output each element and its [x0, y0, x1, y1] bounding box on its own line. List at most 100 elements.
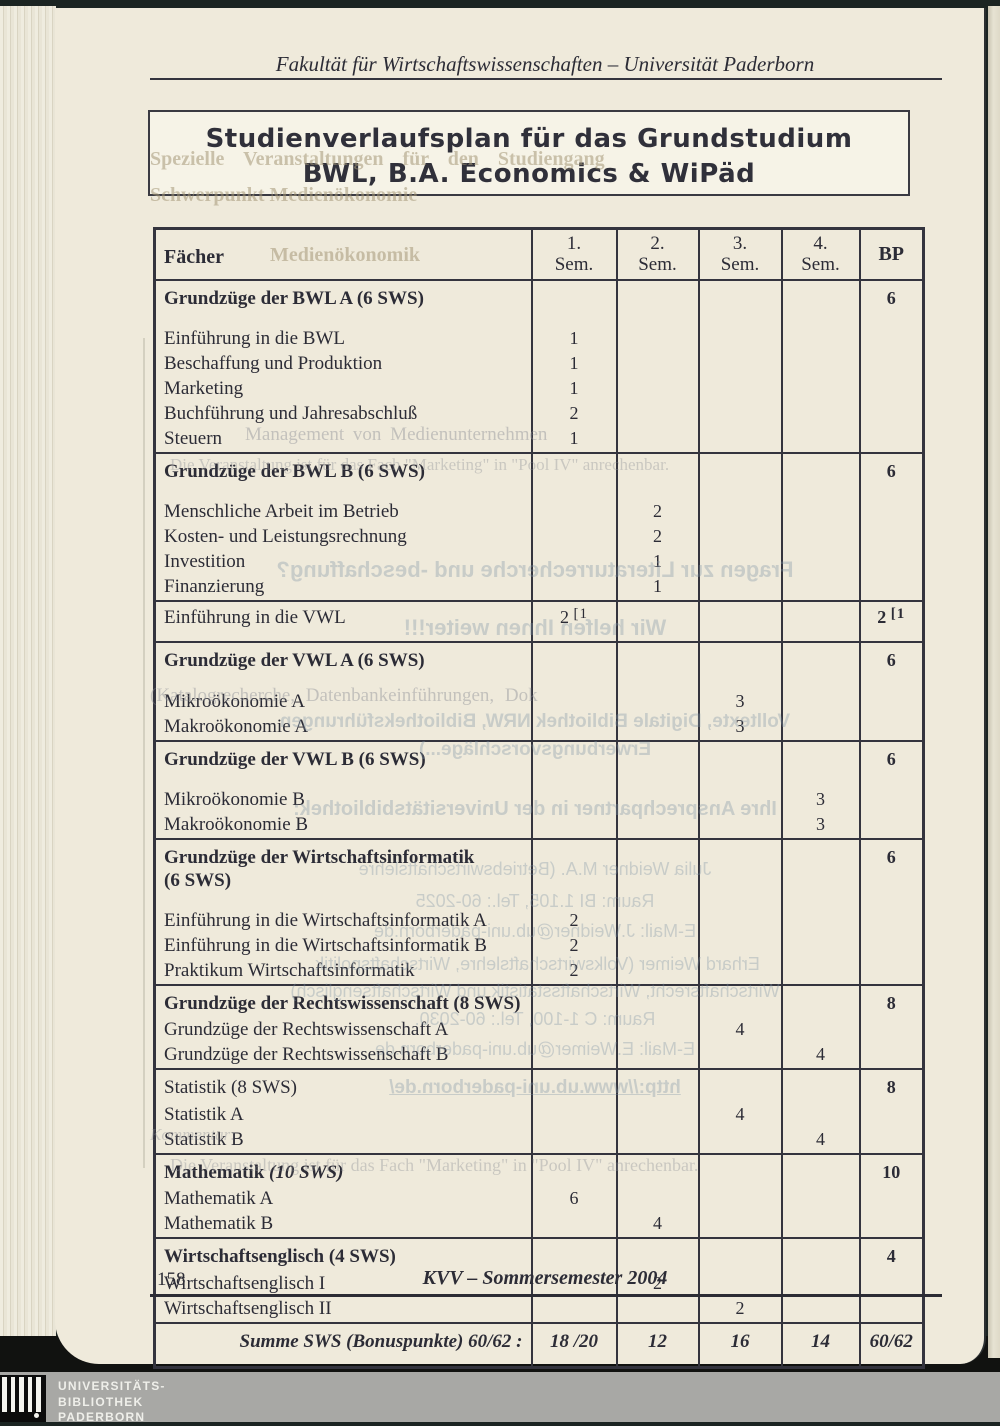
sem-cell	[530, 1212, 617, 1239]
bleedthrough-line	[143, 338, 145, 1168]
sem-cell	[615, 714, 699, 741]
table-row: Grundzüge der Rechtswissenschaft A 4	[153, 1018, 924, 1044]
sem-cell	[780, 933, 860, 959]
course-label: Einführung in die Wirtschaftsinformatik …	[153, 908, 532, 934]
sem-cell	[530, 641, 617, 690]
course-label: Kosten- und Leistungsrechnung	[153, 525, 532, 551]
section-label: Wirtschaftsenglisch (4 SWS)	[153, 1237, 532, 1272]
table-row: Statistik A 4	[153, 1102, 924, 1128]
page: Fakultät für Wirtschaftswissenschaften –…	[55, 8, 986, 1369]
course-label: Mikroökonomie B	[153, 788, 532, 814]
bp-cell: 8	[858, 983, 924, 1019]
sem-cell	[615, 1018, 699, 1044]
sem-cell	[530, 983, 617, 1019]
col-header-sem4: 4. Sem.	[780, 228, 860, 281]
table-row: Mikroökonomie B 3	[153, 788, 924, 814]
bp-cell	[858, 326, 924, 352]
sem-cell	[697, 1271, 782, 1297]
sem-cell	[780, 1068, 860, 1103]
sem-cell	[530, 1102, 617, 1128]
col-header-sem1: 1. Sem.	[530, 228, 617, 281]
title-line-2: BWL, B.A. Economics & WiPäd	[302, 159, 756, 190]
bp-cell: 8	[858, 1068, 924, 1103]
sem-cell	[615, 376, 699, 402]
sem-cell	[697, 1043, 782, 1070]
sem-cell: 3	[697, 689, 782, 715]
sem-cell	[615, 813, 699, 840]
bp-cell	[858, 813, 924, 840]
table-row: Kosten- und Leistungsrechnung 2	[153, 525, 924, 551]
sem-cell	[780, 326, 860, 352]
sem-cell	[615, 908, 699, 934]
sem-cell	[697, 1212, 782, 1239]
sem-cell: 4	[697, 1102, 782, 1128]
sem-cell: 2	[615, 1271, 699, 1297]
sem-cell	[697, 376, 782, 402]
sem-cell	[697, 451, 782, 501]
course-label: Beschaffung und Produktion	[153, 351, 532, 377]
sem-cell: 4	[615, 1212, 699, 1239]
sem-cell: 2	[530, 958, 617, 985]
table-row: Summe SWS (Bonuspunkte) 60/62 :18 /20 12 1…	[153, 1321, 924, 1368]
table-row: Grundzüge der Rechtswissenschaft B 4	[153, 1043, 924, 1070]
sem-cell: 3	[697, 714, 782, 741]
course-label: Buchführung und Jahresabschluß	[153, 401, 532, 427]
course-label: Marketing	[153, 376, 532, 402]
sem-cell	[615, 788, 699, 814]
sem-cell	[780, 451, 860, 501]
sem-cell	[697, 401, 782, 427]
logo-line-2: BIBLIOTHEK	[58, 1394, 144, 1409]
sem-cell	[697, 983, 782, 1019]
study-plan-table: Fächer 1. Sem. 2. Sem. 3. Sem. 4. Sem. B	[153, 227, 925, 1369]
sem-cell	[530, 1152, 617, 1188]
sem-cell	[530, 1018, 617, 1044]
table-header-row: Fächer 1. Sem. 2. Sem. 3. Sem. 4. Sem. B	[153, 228, 924, 281]
bp-cell	[858, 1018, 924, 1044]
sem-cell	[697, 739, 782, 789]
table-row: Einführung in die Wirtschaftsinformatik …	[153, 933, 924, 959]
bp-cell	[858, 1102, 924, 1128]
sem-cell	[780, 1152, 860, 1188]
sem-cell: 12	[615, 1321, 699, 1368]
course-label: Grundzüge der Rechtswissenschaft B	[153, 1043, 532, 1070]
sem-cell	[780, 600, 860, 644]
sem-cell	[530, 788, 617, 814]
col-header-faecher: Fächer	[153, 228, 532, 281]
sem-cell: 1	[530, 376, 617, 402]
table-row: Einführung in die VWL 2 [1 2 [1	[153, 600, 924, 644]
sem-cell: 2	[615, 525, 699, 551]
course-label: Wirtschaftsenglisch II	[153, 1296, 532, 1323]
bp-cell: 6	[858, 739, 924, 789]
summary-label: Summe SWS (Bonuspunkte) 60/62 :	[153, 1321, 532, 1368]
course-label: Makroökonomie A	[153, 714, 532, 741]
sem-cell	[530, 838, 617, 909]
sem-cell	[780, 1296, 860, 1323]
table-row: Grundzüge der Wirtschaftsinformatik (6 SW…	[153, 838, 924, 909]
sem-cell	[697, 500, 782, 526]
course-label: Steuern	[153, 426, 532, 453]
section-label: Mathematik (10 SWS)	[153, 1152, 532, 1188]
single-label: Einführung in die VWL	[153, 600, 532, 644]
sem-cell: 2 [1	[530, 600, 617, 644]
sem-cell	[697, 278, 782, 327]
sem-cell	[615, 1068, 699, 1103]
col-header-bp: BP	[858, 228, 924, 281]
bp-cell: 6	[858, 838, 924, 909]
sem-cell	[697, 1237, 782, 1272]
title-box: Studienverlaufsplan für das Grundstudium…	[148, 110, 910, 196]
bp-cell	[858, 401, 924, 427]
sem-cell: 16	[697, 1321, 782, 1368]
sem-cell	[615, 689, 699, 715]
bp-cell	[858, 908, 924, 934]
bp-cell	[858, 714, 924, 741]
sem-cell	[780, 575, 860, 602]
bp-cell	[858, 1271, 924, 1297]
sem-cell	[697, 838, 782, 909]
course-label: Statistik A	[153, 1102, 532, 1128]
sem-cell	[615, 1043, 699, 1070]
bp-cell	[858, 958, 924, 985]
sem-cell	[780, 401, 860, 427]
bp-cell	[858, 1127, 924, 1154]
course-label: Mikroökonomie A	[153, 689, 532, 715]
